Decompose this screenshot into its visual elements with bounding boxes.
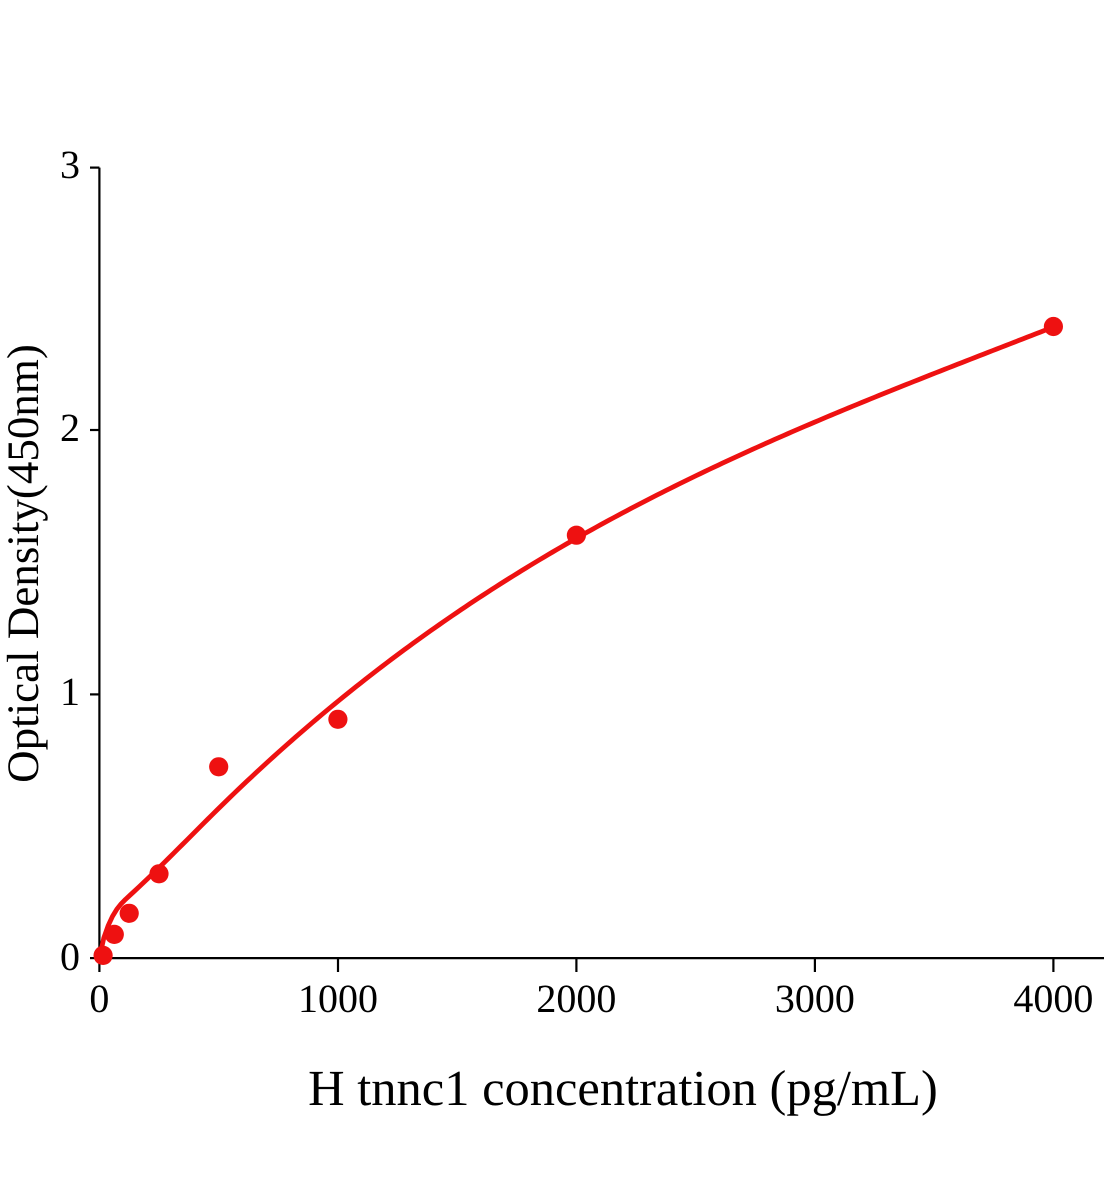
svg-text:3000: 3000	[775, 976, 855, 1021]
svg-text:2000: 2000	[536, 976, 616, 1021]
svg-text:H tnnc1 concentration (pg/mL): H tnnc1 concentration (pg/mL)	[308, 1060, 938, 1116]
svg-text:1000: 1000	[298, 976, 378, 1021]
svg-text:Optical Density(450nm): Optical Density(450nm)	[0, 344, 48, 783]
svg-text:0: 0	[60, 934, 80, 979]
svg-text:2: 2	[60, 405, 80, 450]
svg-text:0: 0	[89, 976, 109, 1021]
svg-text:3: 3	[60, 142, 80, 187]
svg-text:4000: 4000	[1013, 976, 1093, 1021]
svg-text:1: 1	[60, 669, 80, 714]
